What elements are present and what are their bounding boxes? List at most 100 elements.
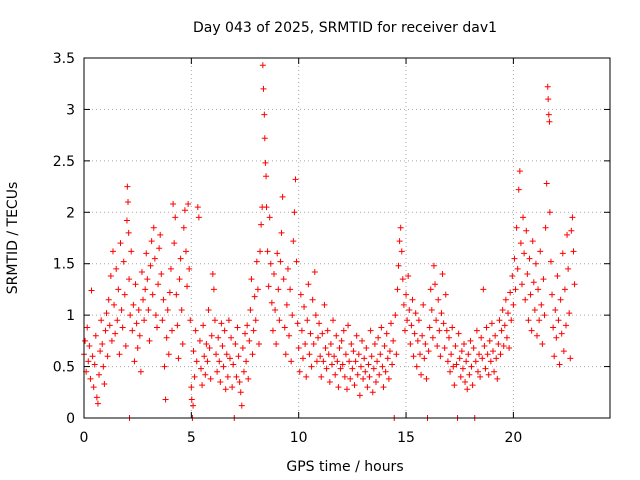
data-point xyxy=(367,327,374,334)
data-point xyxy=(185,201,192,208)
data-point xyxy=(204,358,211,365)
data-point xyxy=(405,273,412,280)
data-point xyxy=(398,248,405,255)
x-tick-label: 10 xyxy=(290,430,308,446)
data-point xyxy=(400,301,407,308)
data-point xyxy=(234,324,241,331)
data-point xyxy=(268,299,275,306)
data-point xyxy=(330,317,337,324)
data-point xyxy=(210,286,217,293)
data-point xyxy=(303,373,310,380)
data-point xyxy=(113,265,120,272)
data-point xyxy=(363,345,370,352)
data-point xyxy=(542,224,549,231)
grid xyxy=(84,58,610,418)
data-point xyxy=(457,373,464,380)
data-point xyxy=(114,317,121,324)
data-point xyxy=(194,204,201,211)
data-point xyxy=(182,248,189,255)
data-point xyxy=(486,337,493,344)
data-point xyxy=(225,317,232,324)
data-point xyxy=(421,355,428,362)
data-point xyxy=(555,317,562,324)
data-point xyxy=(507,289,514,296)
data-point xyxy=(427,286,434,293)
data-point xyxy=(157,231,164,238)
data-point xyxy=(535,286,542,293)
data-point xyxy=(184,283,191,290)
data-point xyxy=(544,83,551,90)
data-point xyxy=(247,307,254,313)
data-point xyxy=(280,276,287,283)
data-point xyxy=(468,363,475,370)
data-point xyxy=(470,345,477,352)
data-point xyxy=(569,214,576,221)
data-point xyxy=(552,307,559,313)
data-point xyxy=(449,324,456,331)
data-point xyxy=(86,343,93,349)
data-point xyxy=(419,332,426,339)
data-point xyxy=(305,281,312,288)
data-points xyxy=(81,62,578,421)
data-point xyxy=(439,271,446,277)
data-point xyxy=(179,340,186,347)
data-point xyxy=(311,268,318,275)
data-point xyxy=(190,402,197,409)
data-point xyxy=(118,307,125,313)
data-point xyxy=(298,327,305,334)
data-point xyxy=(224,373,231,380)
data-point xyxy=(116,351,123,358)
data-point xyxy=(362,368,369,375)
data-point xyxy=(198,365,205,372)
data-point xyxy=(561,286,568,293)
data-point xyxy=(229,384,236,391)
data-point xyxy=(336,345,343,352)
data-point xyxy=(174,322,181,329)
data-point xyxy=(374,358,381,365)
data-point xyxy=(485,371,492,378)
data-point xyxy=(109,248,116,255)
data-point xyxy=(408,322,415,329)
data-point xyxy=(205,307,212,313)
data-point xyxy=(487,358,494,365)
data-point xyxy=(409,296,416,303)
data-point xyxy=(252,317,259,324)
data-point xyxy=(422,340,429,347)
data-point xyxy=(335,384,342,391)
data-point xyxy=(377,351,384,358)
data-point xyxy=(310,340,317,347)
data-point xyxy=(135,307,142,313)
data-point xyxy=(411,330,418,337)
data-point xyxy=(469,382,476,389)
data-point xyxy=(532,260,539,267)
data-point xyxy=(566,310,573,317)
data-point xyxy=(125,229,132,236)
data-point xyxy=(271,271,278,277)
data-point xyxy=(162,396,169,403)
data-point xyxy=(380,384,387,391)
data-point xyxy=(131,358,138,365)
data-point xyxy=(499,307,506,313)
data-point xyxy=(351,382,358,389)
data-point xyxy=(297,291,304,298)
data-point xyxy=(448,351,455,358)
data-point xyxy=(261,111,268,118)
data-point xyxy=(151,255,158,262)
data-point xyxy=(491,368,498,375)
y-tick-label: 1.5 xyxy=(53,257,75,273)
y-tick-label: 1 xyxy=(66,308,75,324)
data-point xyxy=(293,258,300,265)
data-point xyxy=(381,343,388,349)
data-point xyxy=(321,301,328,308)
data-point xyxy=(452,343,459,349)
data-point xyxy=(383,330,390,337)
data-point xyxy=(339,361,346,368)
data-point xyxy=(426,324,433,331)
data-point xyxy=(206,345,213,352)
data-point xyxy=(161,363,168,370)
y-axis-label: SRMTID / TECUs xyxy=(5,182,21,295)
data-point xyxy=(458,348,465,355)
data-point xyxy=(340,327,347,334)
data-point xyxy=(494,375,501,382)
data-point xyxy=(158,271,165,277)
